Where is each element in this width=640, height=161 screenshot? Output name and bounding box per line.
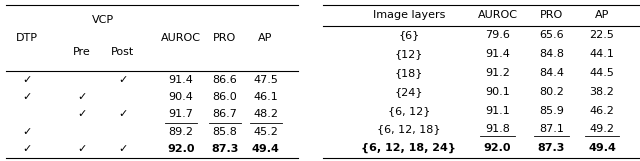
Text: 90.4: 90.4 [169, 92, 193, 102]
Text: 49.2: 49.2 [589, 124, 614, 134]
Text: Post: Post [111, 47, 134, 57]
Text: ✓: ✓ [22, 92, 31, 102]
Text: 85.9: 85.9 [539, 106, 564, 116]
Text: 85.8: 85.8 [212, 127, 237, 137]
Text: 44.1: 44.1 [589, 49, 614, 59]
Text: ✓: ✓ [77, 144, 87, 154]
Text: 22.5: 22.5 [589, 30, 614, 40]
Text: AUROC: AUROC [161, 33, 201, 43]
Text: ✓: ✓ [22, 144, 31, 154]
Text: 91.1: 91.1 [485, 106, 510, 116]
Text: VCP: VCP [92, 15, 113, 25]
Text: 91.2: 91.2 [485, 68, 510, 78]
Text: {6}: {6} [398, 30, 419, 40]
Text: 84.8: 84.8 [539, 49, 564, 59]
Text: 90.1: 90.1 [485, 87, 510, 97]
Text: 92.0: 92.0 [484, 143, 511, 153]
Text: 87.3: 87.3 [211, 144, 239, 154]
Text: PRO: PRO [213, 33, 236, 43]
Text: 80.2: 80.2 [539, 87, 564, 97]
Text: {6, 12, 18}: {6, 12, 18} [377, 124, 440, 134]
Text: 49.4: 49.4 [252, 144, 280, 154]
Text: {6, 12, 18, 24}: {6, 12, 18, 24} [362, 143, 456, 153]
Text: 87.3: 87.3 [538, 143, 565, 153]
Text: 45.2: 45.2 [253, 127, 278, 137]
Text: 91.4: 91.4 [485, 49, 510, 59]
Text: AUROC: AUROC [477, 10, 518, 20]
Text: ✓: ✓ [118, 75, 127, 85]
Text: 91.7: 91.7 [169, 109, 193, 119]
Text: 84.4: 84.4 [539, 68, 564, 78]
Text: ✓: ✓ [22, 75, 31, 85]
Text: {24}: {24} [394, 87, 423, 97]
Text: 46.2: 46.2 [589, 106, 614, 116]
Text: 92.0: 92.0 [168, 144, 195, 154]
Text: DTP: DTP [16, 33, 38, 43]
Text: 86.0: 86.0 [212, 92, 237, 102]
Text: 79.6: 79.6 [485, 30, 510, 40]
Text: 49.4: 49.4 [588, 143, 616, 153]
Text: {6, 12}: {6, 12} [388, 106, 430, 116]
Text: AP: AP [259, 33, 273, 43]
Text: 46.1: 46.1 [253, 92, 278, 102]
Text: AP: AP [595, 10, 609, 20]
Text: {12}: {12} [394, 49, 423, 59]
Text: 47.5: 47.5 [253, 75, 278, 85]
Text: ✓: ✓ [77, 92, 87, 102]
Text: ✓: ✓ [118, 144, 127, 154]
Text: ✓: ✓ [118, 109, 127, 119]
Text: 86.7: 86.7 [212, 109, 237, 119]
Text: 48.2: 48.2 [253, 109, 278, 119]
Text: 44.5: 44.5 [589, 68, 614, 78]
Text: PRO: PRO [540, 10, 563, 20]
Text: {18}: {18} [394, 68, 423, 78]
Text: 38.2: 38.2 [589, 87, 614, 97]
Text: 87.1: 87.1 [539, 124, 564, 134]
Text: ✓: ✓ [22, 127, 31, 137]
Text: 89.2: 89.2 [168, 127, 194, 137]
Text: Image layers: Image layers [372, 10, 445, 20]
Text: 65.6: 65.6 [539, 30, 564, 40]
Text: 86.6: 86.6 [212, 75, 237, 85]
Text: ✓: ✓ [77, 109, 87, 119]
Text: Pre: Pre [73, 47, 91, 57]
Text: 91.4: 91.4 [169, 75, 193, 85]
Text: 91.8: 91.8 [485, 124, 510, 134]
